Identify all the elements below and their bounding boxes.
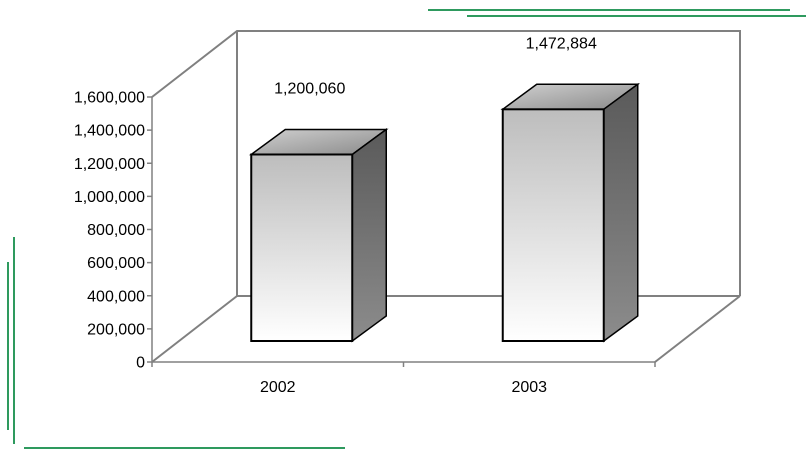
- bar: 1,200,060: [248, 80, 389, 343]
- back-wall-outline: [151, 30, 741, 296]
- y-tick-label: 1,600,000: [74, 90, 145, 107]
- data-label: 1,472,884: [526, 35, 597, 52]
- x-tick-label: 2002: [260, 379, 296, 396]
- bars: 1,200,060 1,472,884: [248, 35, 641, 343]
- x-tick-label: 2003: [511, 379, 547, 396]
- y-tick-label: 1,200,000: [74, 156, 145, 173]
- y-axis: 0 200,000 400,000 600,000 800,000 1,000,000 1,…: [74, 90, 153, 372]
- bar: 1,472,884: [500, 35, 641, 343]
- plot-frame: [151, 30, 741, 363]
- y-tick-label: 1,000,000: [74, 189, 145, 206]
- floor-right-edge: [654, 295, 741, 363]
- floor-left-edge: [151, 295, 238, 363]
- decorative-lines: [7, 9, 806, 449]
- y-tick-label: 800,000: [87, 222, 145, 239]
- y-tick-label: 600,000: [87, 255, 145, 272]
- bar-side-face: [603, 82, 639, 343]
- y-tick-label: 200,000: [87, 321, 145, 338]
- bar-front-face: [250, 153, 354, 342]
- bar-front-face: [501, 108, 605, 342]
- y-tick-label: 0: [136, 355, 145, 372]
- bar-side-face: [351, 128, 387, 343]
- y-tick-label: 1,400,000: [74, 123, 145, 140]
- data-label: 1,200,060: [274, 80, 345, 97]
- y-tick-label: 400,000: [87, 288, 145, 305]
- x-axis: 2002 2003: [151, 361, 656, 396]
